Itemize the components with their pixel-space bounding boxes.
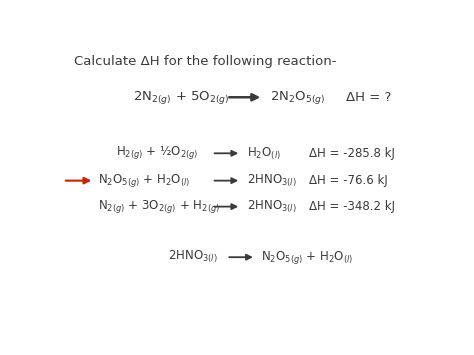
Text: ΔH = -76.6 kJ: ΔH = -76.6 kJ [309,174,388,187]
Text: Calculate ΔH for the following reaction-: Calculate ΔH for the following reaction- [74,55,337,68]
Text: 2HNO$_{3(l)}$: 2HNO$_{3(l)}$ [246,173,296,189]
Text: N$_2$O$_{5(g)}$ + H$_2$O$_{(l)}$: N$_2$O$_{5(g)}$ + H$_2$O$_{(l)}$ [98,172,190,189]
Text: N$_2$O$_{5(g)}$ + H$_2$O$_{(l)}$: N$_2$O$_{5(g)}$ + H$_2$O$_{(l)}$ [261,249,354,266]
Text: N$_{2(g)}$ + 3O$_{2(g)}$ + H$_{2(g)}$: N$_{2(g)}$ + 3O$_{2(g)}$ + H$_{2(g)}$ [98,198,220,215]
Text: 2N$_{2(g)}$ + 5O$_{2(g)}$: 2N$_{2(g)}$ + 5O$_{2(g)}$ [133,89,229,106]
Text: H$_{2(g)}$ + ½O$_{2(g)}$: H$_{2(g)}$ + ½O$_{2(g)}$ [116,144,199,162]
Text: ΔH = -285.8 kJ: ΔH = -285.8 kJ [309,147,395,160]
Text: H$_2$O$_{(l)}$: H$_2$O$_{(l)}$ [246,145,281,162]
Text: ΔH = ?: ΔH = ? [346,91,391,104]
Text: ΔH = -348.2 kJ: ΔH = -348.2 kJ [309,200,395,213]
Text: 2HNO$_{3(l)}$: 2HNO$_{3(l)}$ [168,249,218,266]
Text: 2HNO$_{3(l)}$: 2HNO$_{3(l)}$ [246,198,296,215]
Text: 2N$_2$O$_{5(g)}$: 2N$_2$O$_{5(g)}$ [271,89,326,106]
